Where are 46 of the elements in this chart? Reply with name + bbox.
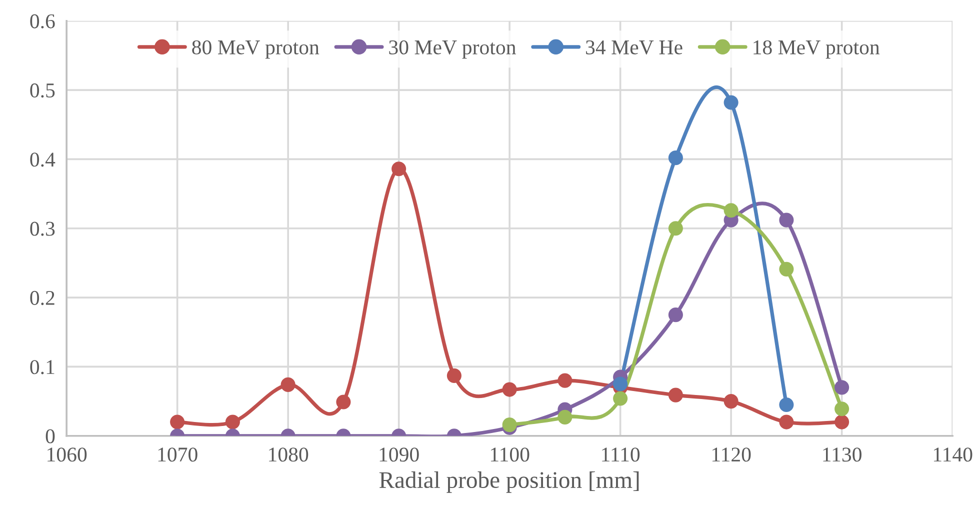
point bbox=[668, 221, 683, 236]
point bbox=[613, 376, 628, 392]
point bbox=[779, 414, 794, 430]
legend-label: 80 MeV proton bbox=[192, 40, 320, 59]
point bbox=[392, 162, 406, 176]
point bbox=[336, 394, 351, 410]
point bbox=[446, 368, 462, 383]
y-tick-label: 0.6 bbox=[30, 14, 55, 28]
point bbox=[613, 391, 628, 406]
point bbox=[668, 308, 683, 322]
legend-label: 18 MeV proton bbox=[754, 40, 880, 59]
point bbox=[170, 414, 185, 430]
y-tick-label: 0.5 bbox=[30, 83, 55, 98]
x-tick-label: 1080 bbox=[269, 448, 308, 462]
x-tick-label: 1090 bbox=[380, 448, 419, 462]
point bbox=[502, 382, 517, 397]
y-tick-label: 0.1 bbox=[30, 360, 54, 374]
x-axis-title: Radial probe position [mm] bbox=[379, 471, 639, 493]
point bbox=[724, 394, 738, 409]
x-tick-label: 1130 bbox=[823, 448, 862, 462]
point bbox=[834, 380, 850, 395]
point bbox=[558, 410, 572, 424]
x-tick-label: 1140 bbox=[934, 448, 972, 462]
x-tick-label: 1120 bbox=[712, 448, 751, 462]
legend-label: 30 MeV proton bbox=[389, 40, 516, 59]
point bbox=[668, 388, 683, 402]
point bbox=[558, 373, 572, 388]
x-tick-label: 1110 bbox=[602, 448, 640, 462]
point bbox=[280, 377, 296, 392]
x-tick-label: 1060 bbox=[48, 448, 87, 462]
point bbox=[668, 150, 683, 166]
x-tick-label: 1100 bbox=[490, 448, 530, 462]
y-tick-label: 0.4 bbox=[30, 152, 56, 167]
point bbox=[834, 414, 850, 430]
legend-label: 34 MeV He bbox=[586, 40, 682, 55]
x-tick-label: 1070 bbox=[158, 448, 198, 462]
y-tick-label: 0 bbox=[46, 429, 55, 444]
point bbox=[834, 402, 850, 416]
point bbox=[779, 262, 794, 276]
point bbox=[724, 95, 738, 110]
y-tick-label: 0.3 bbox=[30, 222, 55, 236]
point bbox=[724, 203, 738, 218]
point bbox=[779, 212, 794, 228]
point bbox=[225, 414, 240, 430]
point bbox=[779, 397, 794, 412]
y-tick-label: 0.2 bbox=[30, 290, 54, 306]
